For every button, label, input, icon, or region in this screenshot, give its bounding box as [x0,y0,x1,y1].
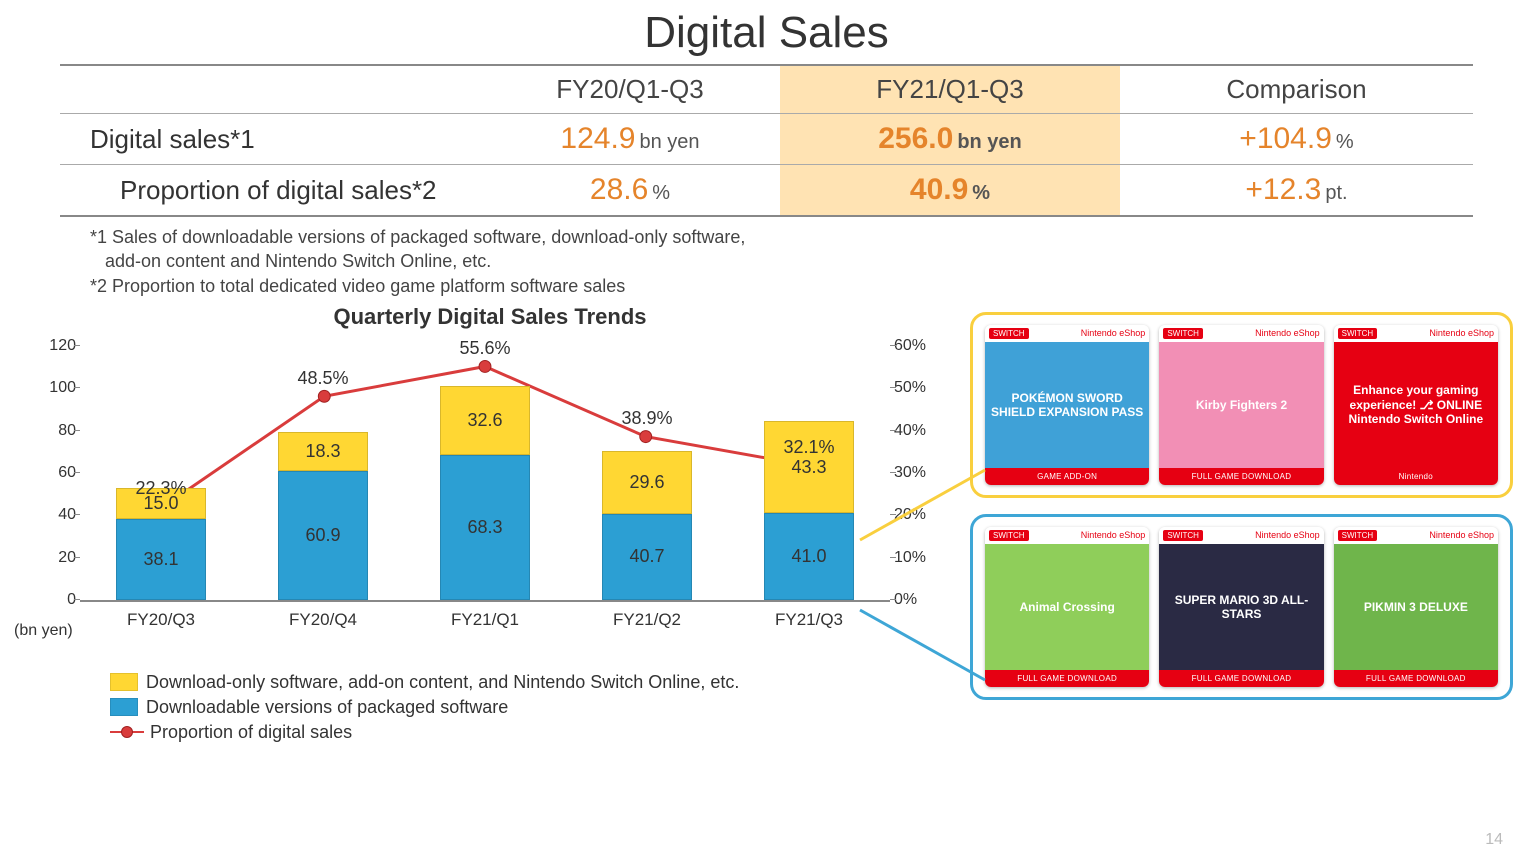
chart-plot-area: 0204060801001200%10%20%30%40%50%60%38.11… [80,348,890,602]
chart-column: Quarterly Digital Sales Trends 020406080… [20,304,960,747]
line-point-label: 48.5% [297,368,348,389]
product-card: SWITCHNintendo eShopEnhance your gaming … [1334,325,1498,485]
legend-label-line: Proportion of digital sales [150,722,352,743]
bar-segment-yellow: 43.3 [764,421,854,513]
product-card: SWITCHNintendo eShopPOKÉMON SWORD SHIELD… [985,325,1149,485]
header-comparison: Comparison [1120,66,1473,113]
bar-slot: 68.332.6FY21/Q1 [404,348,566,600]
y2-tick-label: 40% [894,422,944,440]
row-label: Proportion of digital sales*2 [120,175,437,205]
legend-swatch-yellow [110,673,138,691]
y2-tick-label: 0% [894,591,944,609]
line-point-label: 55.6% [459,338,510,359]
y2-tick-label: 30% [894,464,944,482]
bar-slot: 41.043.3FY21/Q3 [728,348,890,600]
x-axis-label: FY20/Q3 [127,610,195,630]
product-card: SWITCHNintendo eShopPIKMIN 3 DELUXEFULL … [1334,527,1498,687]
legend-yellow: Download-only software, add-on content, … [110,672,960,693]
product-group-blue: SWITCHNintendo eShopAnimal CrossingFULL … [970,514,1513,700]
line-point-label: 38.9% [621,408,672,429]
bars-area: 38.115.0FY20/Q360.918.3FY20/Q468.332.6FY… [80,348,890,600]
bar-segment-yellow: 29.6 [602,451,692,514]
line-point-label: 32.1% [783,437,834,458]
y2-tick-label: 60% [894,337,944,355]
legend-swatch-line [110,723,144,741]
footnote-line: add-on content and Nintendo Switch Onlin… [90,249,1473,273]
sales-table: FY20/Q1-Q3 FY21/Q1-Q3 Comparison Digital… [60,64,1473,217]
legend-label-blue: Downloadable versions of packaged softwa… [146,697,508,718]
bar-segment-blue: 60.9 [278,471,368,600]
y1-tick-label: 80 [38,422,76,440]
bar-segment-yellow: 32.6 [440,386,530,455]
header-fy21: FY21/Q1-Q3 [780,66,1120,113]
y2-tick-label: 10% [894,549,944,567]
y2-tick-label: 50% [894,379,944,397]
y1-tick-label: 40 [38,506,76,524]
table-header-row: FY20/Q1-Q3 FY21/Q1-Q3 Comparison [60,66,1473,114]
y1-tick-label: 120 [38,337,76,355]
legend-label-yellow: Download-only software, add-on content, … [146,672,739,693]
y1-unit-label: (bn yen) [14,622,73,640]
page-number: 14 [1485,831,1503,849]
header-blank [60,82,480,98]
table-row: Proportion of digital sales*228.6%40.9%+… [60,165,1473,217]
bar-slot: 40.729.6FY21/Q2 [566,348,728,600]
legend-line: Proportion of digital sales [110,722,960,743]
bar-segment-blue: 40.7 [602,514,692,600]
bar-segment-blue: 68.3 [440,455,530,600]
footnote-line: *1 Sales of downloadable versions of pac… [90,225,1473,249]
bar-segment-blue: 38.1 [116,519,206,600]
bar-slot: 38.115.0FY20/Q3 [80,348,242,600]
product-group-yellow: SWITCHNintendo eShopPOKÉMON SWORD SHIELD… [970,312,1513,498]
y2-tick-label: 20% [894,506,944,524]
page-title: Digital Sales [0,0,1533,64]
footnotes: *1 Sales of downloadable versions of pac… [90,225,1473,298]
footnote-line: *2 Proportion to total dedicated video g… [90,274,1473,298]
legend-blue: Downloadable versions of packaged softwa… [110,697,960,718]
chart-title: Quarterly Digital Sales Trends [20,304,960,330]
y1-tick-label: 20 [38,549,76,567]
y1-tick-label: 0 [38,591,76,609]
row-label: Digital sales*1 [90,124,255,154]
legend-swatch-blue [110,698,138,716]
x-axis-label: FY21/Q3 [775,610,843,630]
x-axis-label: FY21/Q1 [451,610,519,630]
chart-legend: Download-only software, add-on content, … [110,672,960,743]
product-card: SWITCHNintendo eShopKirby Fighters 2FULL… [1159,325,1323,485]
product-card: SWITCHNintendo eShopAnimal CrossingFULL … [985,527,1149,687]
header-fy20: FY20/Q1-Q3 [480,66,780,113]
bar-segment-yellow: 18.3 [278,432,368,471]
product-card: SWITCHNintendo eShopSUPER MARIO 3D ALL-S… [1159,527,1323,687]
line-point-label: 22.3% [135,478,186,499]
chart-box: 0204060801001200%10%20%30%40%50%60%38.11… [20,332,960,662]
product-cards-column: SWITCHNintendo eShopPOKÉMON SWORD SHIELD… [960,304,1513,747]
x-axis-label: FY21/Q2 [613,610,681,630]
y1-tick-label: 100 [38,379,76,397]
x-axis-label: FY20/Q4 [289,610,357,630]
table-row: Digital sales*1124.9bn yen256.0bn yen+10… [60,114,1473,165]
bar-segment-blue: 41.0 [764,513,854,600]
y1-tick-label: 60 [38,464,76,482]
